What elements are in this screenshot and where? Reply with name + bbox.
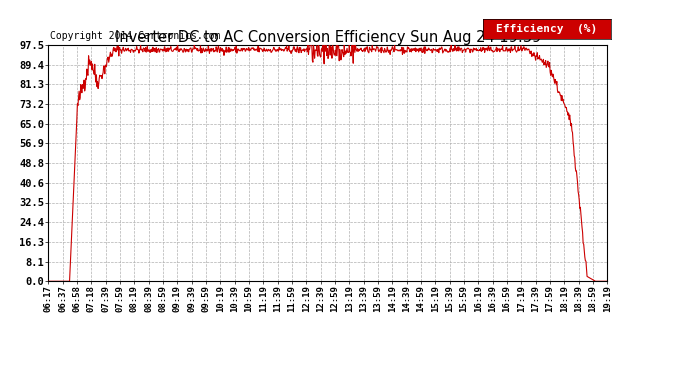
Text: Efficiency  (%): Efficiency (%) bbox=[496, 24, 598, 34]
Title: Inverter DC to AC Conversion Efficiency Sun Aug 24 19:39: Inverter DC to AC Conversion Efficiency … bbox=[115, 30, 541, 45]
Text: Copyright 2014 Cartronics.com: Copyright 2014 Cartronics.com bbox=[50, 31, 220, 40]
